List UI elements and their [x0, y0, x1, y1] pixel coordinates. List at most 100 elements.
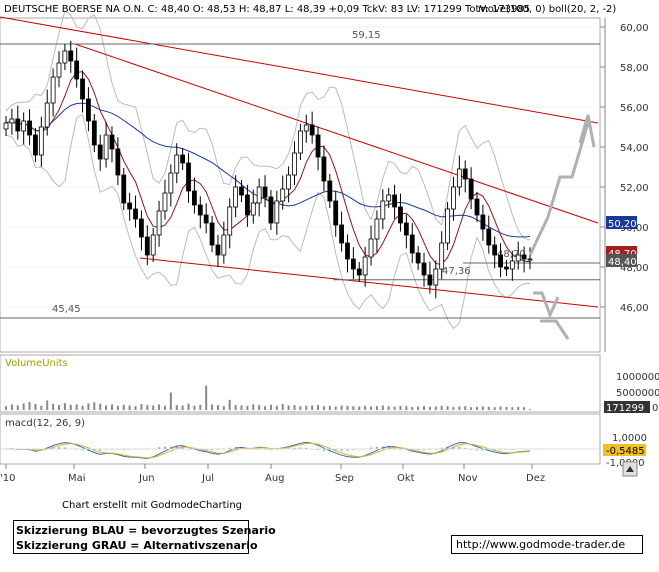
candle-body: [474, 198, 480, 216]
candle-body: [115, 148, 121, 176]
macd-bar: [57, 447, 60, 449]
volume-bar: [152, 405, 155, 410]
time-tick-label: Okt: [397, 473, 415, 484]
candle-body: [321, 156, 327, 182]
macd-bar: [328, 449, 331, 452]
macd-bar: [216, 449, 219, 451]
candle-body: [386, 194, 392, 202]
volume-bar: [169, 392, 172, 410]
volume-bar: [458, 406, 461, 410]
candle-body: [462, 168, 468, 180]
candle-body: [74, 60, 80, 80]
macd-bar: [122, 449, 125, 451]
volume-bar: [417, 406, 420, 410]
candle-body: [133, 208, 138, 220]
trend-line-upper: [0, 16, 599, 124]
volume-bar: [428, 406, 431, 410]
volume-bar: [163, 405, 166, 410]
volume-bar: [10, 404, 13, 410]
candle-body: [374, 218, 380, 240]
volume-bar: [287, 405, 290, 410]
volume-bar: [187, 403, 190, 410]
volume-bar: [464, 406, 467, 410]
macd-histogram: [0, 441, 600, 460]
candle-body: [221, 234, 227, 256]
candle-body: [97, 144, 103, 160]
volume-bar: [393, 406, 396, 410]
candle-body: [380, 200, 386, 220]
volume-bar: [99, 403, 102, 410]
macd-bar: [370, 447, 373, 449]
volume-bar: [105, 405, 108, 410]
candle-body: [3, 122, 9, 130]
volume-bar: [487, 406, 490, 410]
volume-bar: [529, 408, 531, 410]
macd-bar: [299, 447, 302, 449]
volume-bar: [140, 404, 143, 410]
candle-body: [415, 252, 421, 264]
candle-body: [521, 254, 527, 260]
candle-body: [421, 262, 427, 276]
arrow-head-up-icon: [578, 114, 596, 148]
scenario-down-line: [533, 291, 560, 320]
time-tick-label: '10: [0, 473, 15, 484]
legend-gray: Skizzierung GRAU = Alternativszenario: [16, 539, 258, 552]
candle-body: [197, 204, 203, 216]
time-tick-label: Mai: [68, 473, 86, 484]
price-tick-label: 54,00: [620, 143, 649, 154]
volume-bar: [63, 403, 66, 410]
price-tick-label: 52,00: [620, 183, 649, 194]
volume-bar: [311, 405, 314, 410]
volume-bar: [446, 406, 449, 410]
volume-bar: [28, 401, 31, 410]
level-label: 48,20: [497, 249, 526, 260]
candle-body: [350, 258, 356, 270]
candle-body: [327, 180, 333, 202]
header-info: DEUTSCHE BOERSE NA O.N. C: 48,40 O: 48,5…: [4, 4, 530, 15]
volume-bar: [22, 403, 25, 410]
candle-body: [44, 102, 50, 128]
website-link[interactable]: http://www.godmode-trader.de: [451, 535, 643, 554]
macd-tick-top: 1,0000: [612, 433, 647, 444]
macd-bar: [158, 447, 161, 449]
volume-bar: [69, 404, 72, 410]
price-tag-box: [606, 254, 637, 267]
volume-bar: [517, 406, 520, 410]
candle-body: [62, 50, 68, 64]
candle-body: [286, 174, 292, 190]
candle-body: [33, 134, 38, 156]
candle-body: [180, 154, 186, 164]
volume-bar: [299, 406, 302, 410]
macd-bar: [169, 446, 172, 449]
macd-bar: [346, 449, 349, 451]
volume-bar: [452, 406, 455, 410]
candle-body: [427, 274, 433, 286]
candle-body: [527, 258, 533, 261]
header-indicators: move(100, 0) boll(20, 2, -2): [478, 4, 616, 15]
candle-body: [480, 214, 486, 230]
candle-body: [515, 254, 521, 262]
macd-last-tag: [603, 444, 646, 456]
candle-body: [50, 76, 56, 104]
time-axis: '10 Mai Jun Jul Aug Sep Okt Nov Dez: [0, 464, 545, 484]
volume-bar: [134, 406, 137, 410]
candle-body: [403, 222, 409, 236]
trend-line-middle: [74, 43, 599, 224]
price-tick-label: 48,00: [620, 263, 649, 274]
volume-bar: [334, 406, 337, 410]
volume-tick-mid: 5000000: [616, 388, 659, 399]
scenario-sketches: [528, 114, 596, 340]
volume-bar: [340, 405, 343, 410]
volume-bar: [116, 405, 119, 410]
macd-bar: [464, 447, 467, 449]
volume-bar: [423, 406, 426, 410]
volume-bar: [93, 402, 96, 410]
volume-bar: [228, 399, 231, 410]
macd-title: macd(12, 26, 9): [5, 418, 85, 429]
price-tag-text: 50,20: [608, 219, 637, 230]
volume-panel: [0, 354, 601, 413]
volume-bar: [405, 406, 408, 410]
candle-body: [468, 178, 474, 200]
